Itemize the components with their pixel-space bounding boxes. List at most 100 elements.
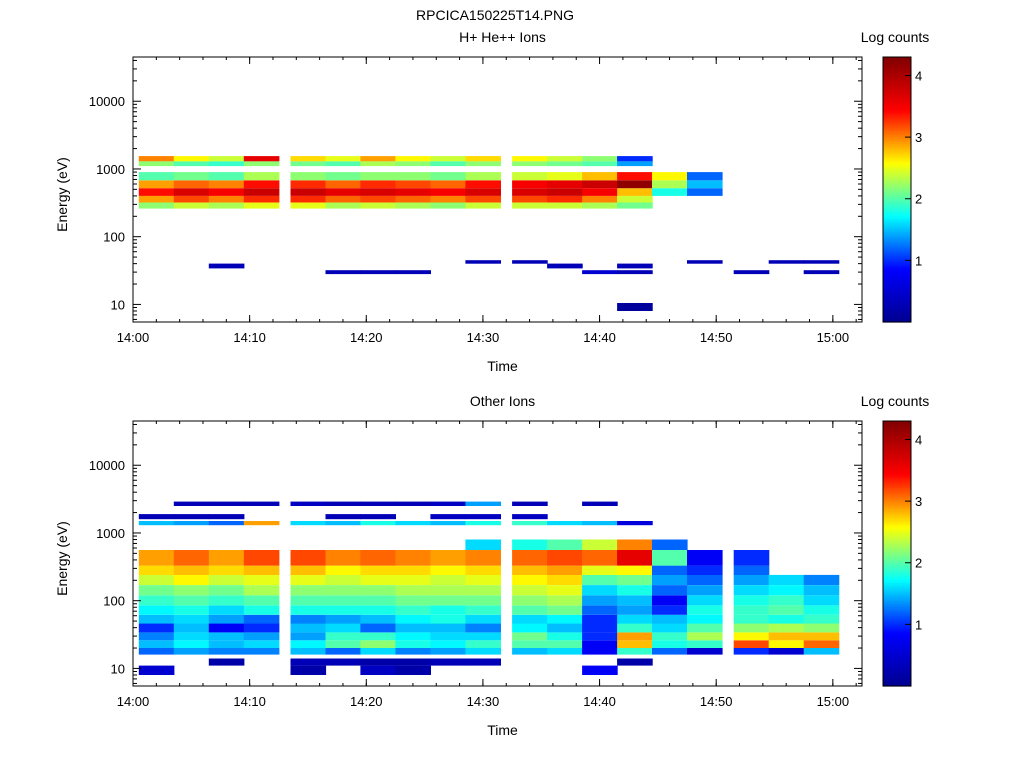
y-axis-label: Energy (eV) (54, 157, 70, 232)
colorbar-segment (883, 498, 911, 502)
x-tick-label: 14:00 (117, 330, 150, 345)
heatmap-cell (582, 623, 618, 633)
panel-other-ions: 14:00 14:10 14:20 14:30 14:40 14:50 15:00 10 100… (54, 393, 929, 738)
heatmap-cell (430, 202, 466, 209)
heatmap-cell (395, 161, 431, 167)
colorbar-segment (883, 129, 911, 133)
colorbar-segment (883, 480, 911, 484)
heatmap-cell (465, 640, 501, 648)
colorbar-segment (883, 425, 911, 429)
heatmap-cell (547, 595, 583, 606)
colorbar-segment (883, 70, 911, 74)
colorbar-segment (883, 213, 911, 217)
heatmap-cell (243, 605, 280, 615)
colorbar-segment (883, 264, 911, 268)
heatmap-cell (547, 550, 583, 566)
panel-title: Other Ions (470, 393, 535, 409)
heatmap-cell (430, 658, 466, 666)
heatmap-cell (360, 574, 396, 585)
x-tick-label: 14:20 (350, 694, 383, 709)
colorbar-segment (883, 174, 911, 177)
colorbar-segment (883, 224, 911, 228)
heatmap-cell (395, 501, 431, 506)
heatmap-cell (290, 195, 327, 203)
heatmap-cell (290, 521, 327, 526)
heatmap-cell (547, 161, 583, 167)
heatmap-cell (243, 550, 280, 566)
heatmap-cell (173, 614, 210, 624)
y-tick-label: 100 (103, 230, 125, 245)
heatmap-cell (173, 501, 210, 506)
heatmap-cell (582, 665, 618, 675)
heatmap-cell (173, 640, 210, 648)
heatmap-cell (733, 565, 770, 575)
colorbar-segment (883, 615, 911, 619)
heatmap-cell (652, 180, 688, 189)
heatmap-cell (582, 172, 618, 181)
heatmap-cell (290, 202, 327, 209)
y-tick-label: 100 (103, 594, 125, 609)
heatmap-cell (360, 665, 396, 675)
colorbar-segment (883, 269, 911, 272)
heatmap-cell (768, 640, 805, 648)
colorbar-segment (883, 284, 911, 288)
heatmap-cell (512, 260, 548, 264)
colorbar-segment (883, 160, 911, 164)
colorbar-segment (883, 427, 911, 431)
colorbar-segment (883, 171, 911, 175)
heatmap-cell (733, 648, 770, 655)
colorbar-segment (883, 584, 911, 588)
heatmap-cell (173, 565, 210, 575)
heatmap-cell (395, 156, 431, 162)
heatmap-cell (208, 648, 245, 655)
heatmap-cell (687, 614, 723, 624)
heatmap-cell (465, 614, 501, 624)
heatmap-cell (138, 514, 175, 520)
heatmap-cell (360, 521, 396, 526)
heatmap-cell (465, 623, 501, 633)
colorbar-label: Log counts (861, 393, 930, 409)
colorbar-segment (883, 98, 911, 102)
colorbar-segment (883, 260, 911, 263)
heatmap-cell (138, 161, 175, 167)
colorbar-segment (883, 507, 911, 510)
heatmap-cell (360, 195, 396, 203)
heatmap-cell (617, 640, 653, 648)
colorbar-tick-label: 4 (915, 68, 922, 83)
heatmap-cell (325, 640, 362, 648)
heatmap-cell (617, 605, 653, 615)
colorbar-segment (883, 542, 911, 546)
heatmap-cell (325, 514, 362, 520)
colorbar-segment (883, 297, 911, 301)
heatmap-cell (138, 574, 175, 585)
heatmap-cell (395, 195, 431, 203)
heatmap-cell (325, 614, 362, 624)
heatmap-cell (173, 605, 210, 615)
colorbar-segment (883, 182, 911, 186)
colorbar-segment (883, 522, 911, 526)
heatmap-cell (243, 565, 280, 575)
colorbar-segment (883, 482, 911, 486)
heatmap-cell (325, 172, 362, 181)
heatmap-cell (687, 632, 723, 641)
colorbar-segment (883, 116, 911, 120)
heatmap-cell (768, 648, 805, 655)
heatmap-cell (360, 514, 396, 520)
heatmap-cell (243, 623, 280, 633)
heatmap-cell (430, 521, 466, 526)
colorbar-segment (883, 280, 911, 283)
heatmap-cell (208, 263, 245, 269)
heatmap-cell (290, 665, 327, 675)
heatmap-cell (617, 585, 653, 596)
heatmap-cell (582, 188, 618, 196)
colorbar-segment (883, 187, 911, 191)
colorbar-segment (883, 588, 911, 592)
heatmap-cell (512, 195, 548, 203)
heatmap-cell (652, 648, 688, 655)
heatmap-cell (617, 303, 653, 311)
heatmap-cell (173, 514, 210, 520)
heatmap-cell (768, 623, 805, 633)
colorbar-segment (883, 566, 911, 570)
heatmap-cell (512, 632, 548, 641)
heatmap-cell (465, 172, 501, 181)
